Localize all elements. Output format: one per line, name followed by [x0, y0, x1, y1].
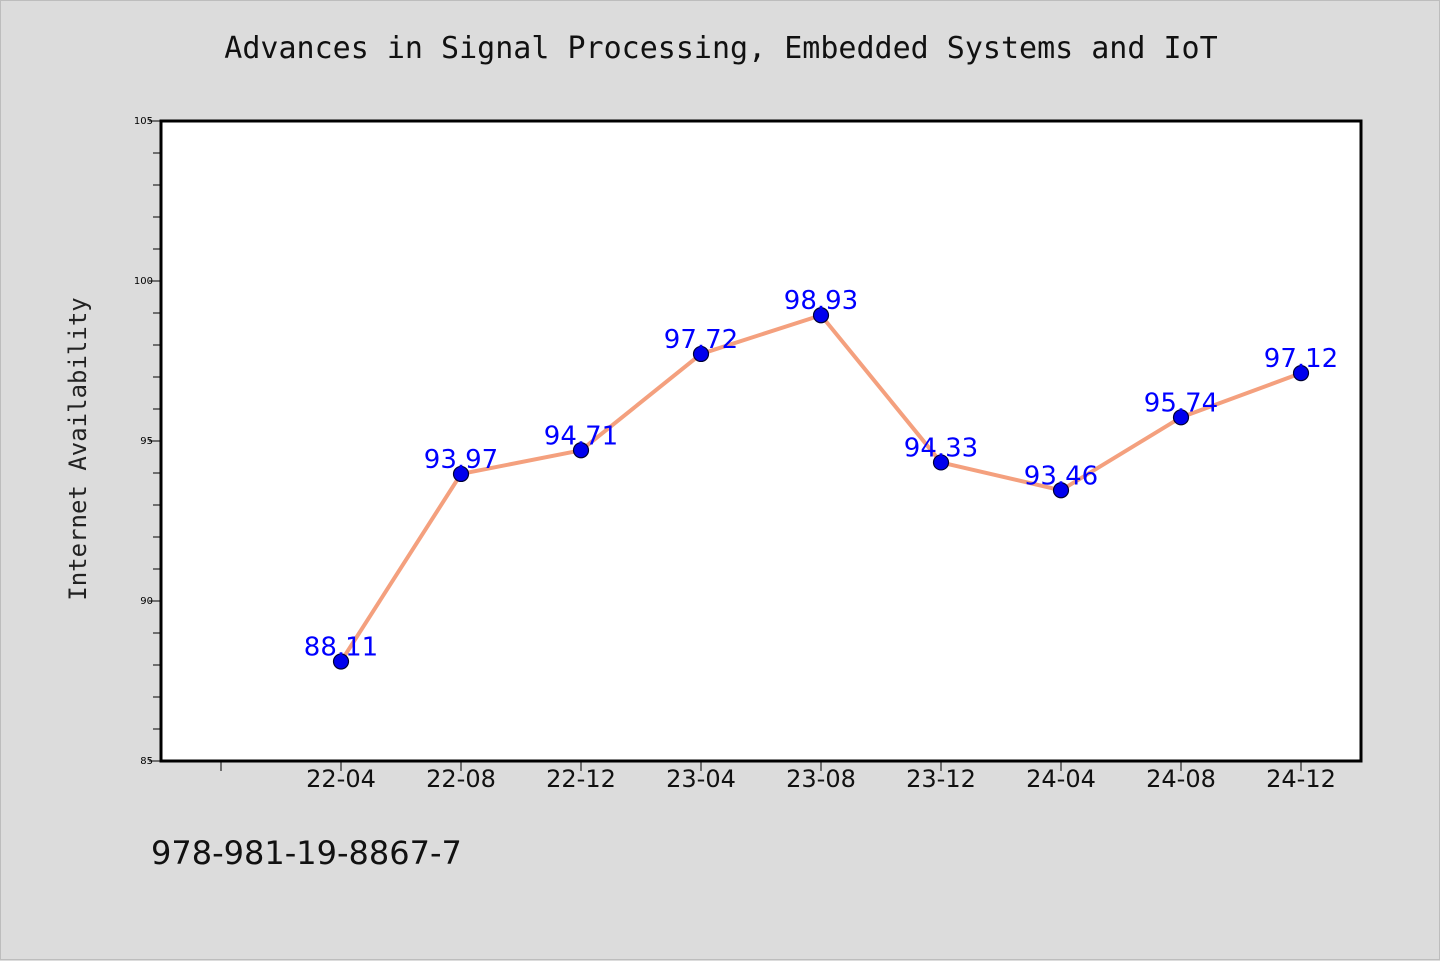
- data-point: [692, 345, 710, 363]
- data-point: [572, 442, 590, 459]
- y-tick-label: 90: [140, 596, 153, 607]
- x-tick-label: 24-04: [1026, 765, 1096, 793]
- x-tick-label: 24-12: [1266, 765, 1336, 793]
- x-tick-label: 22-04: [306, 765, 376, 793]
- data-label: 97.12: [1264, 344, 1338, 374]
- y-tick-label: 105: [134, 116, 153, 127]
- data-point: [812, 307, 830, 324]
- y-tick-label: 85: [140, 756, 153, 767]
- data-point: [332, 653, 350, 670]
- x-tick-label: 23-12: [906, 765, 976, 793]
- x-tick-label: 23-04: [666, 765, 736, 793]
- y-tick-label: 95: [140, 436, 153, 447]
- data-label: 88.11: [304, 632, 378, 662]
- y-axis-label: Internet Availability: [64, 297, 92, 600]
- x-tick-label: 22-08: [426, 765, 496, 793]
- data-label: 97.72: [664, 325, 738, 355]
- series: 88.11 93.97 94.71 97.72 98.93 94.33 93.46 95.74…: [304, 286, 1338, 670]
- x-tick-label: 24-08: [1146, 765, 1216, 793]
- x-tick-label: 22-12: [546, 765, 616, 793]
- x-axis: 22-04 22-08 22-12 23-04 23-08 23-12 24-04 24-08…: [220, 761, 1336, 793]
- data-point: [1172, 409, 1190, 426]
- data-point: [932, 454, 950, 471]
- data-label: 93.97: [424, 445, 498, 475]
- y-axis: 85 90 95 100 105: [134, 116, 161, 767]
- data-point: [1052, 482, 1070, 499]
- data-label: 95.74: [1144, 388, 1218, 418]
- data-label: 93.46: [1024, 461, 1098, 491]
- x-tick-label: 23-08: [786, 765, 856, 793]
- data-label: 94.33: [904, 433, 978, 463]
- chart-title: Advances in Signal Processing, Embedded …: [224, 31, 1218, 66]
- plot-area: [159, 119, 1363, 763]
- data-label: 98.93: [784, 286, 858, 316]
- data-point: [452, 465, 470, 483]
- y-tick-label: 100: [134, 276, 153, 287]
- data-label: 94.71: [544, 421, 618, 451]
- data-point: [1292, 365, 1310, 382]
- isbn-text: 978-981-19-8867-7: [151, 834, 462, 872]
